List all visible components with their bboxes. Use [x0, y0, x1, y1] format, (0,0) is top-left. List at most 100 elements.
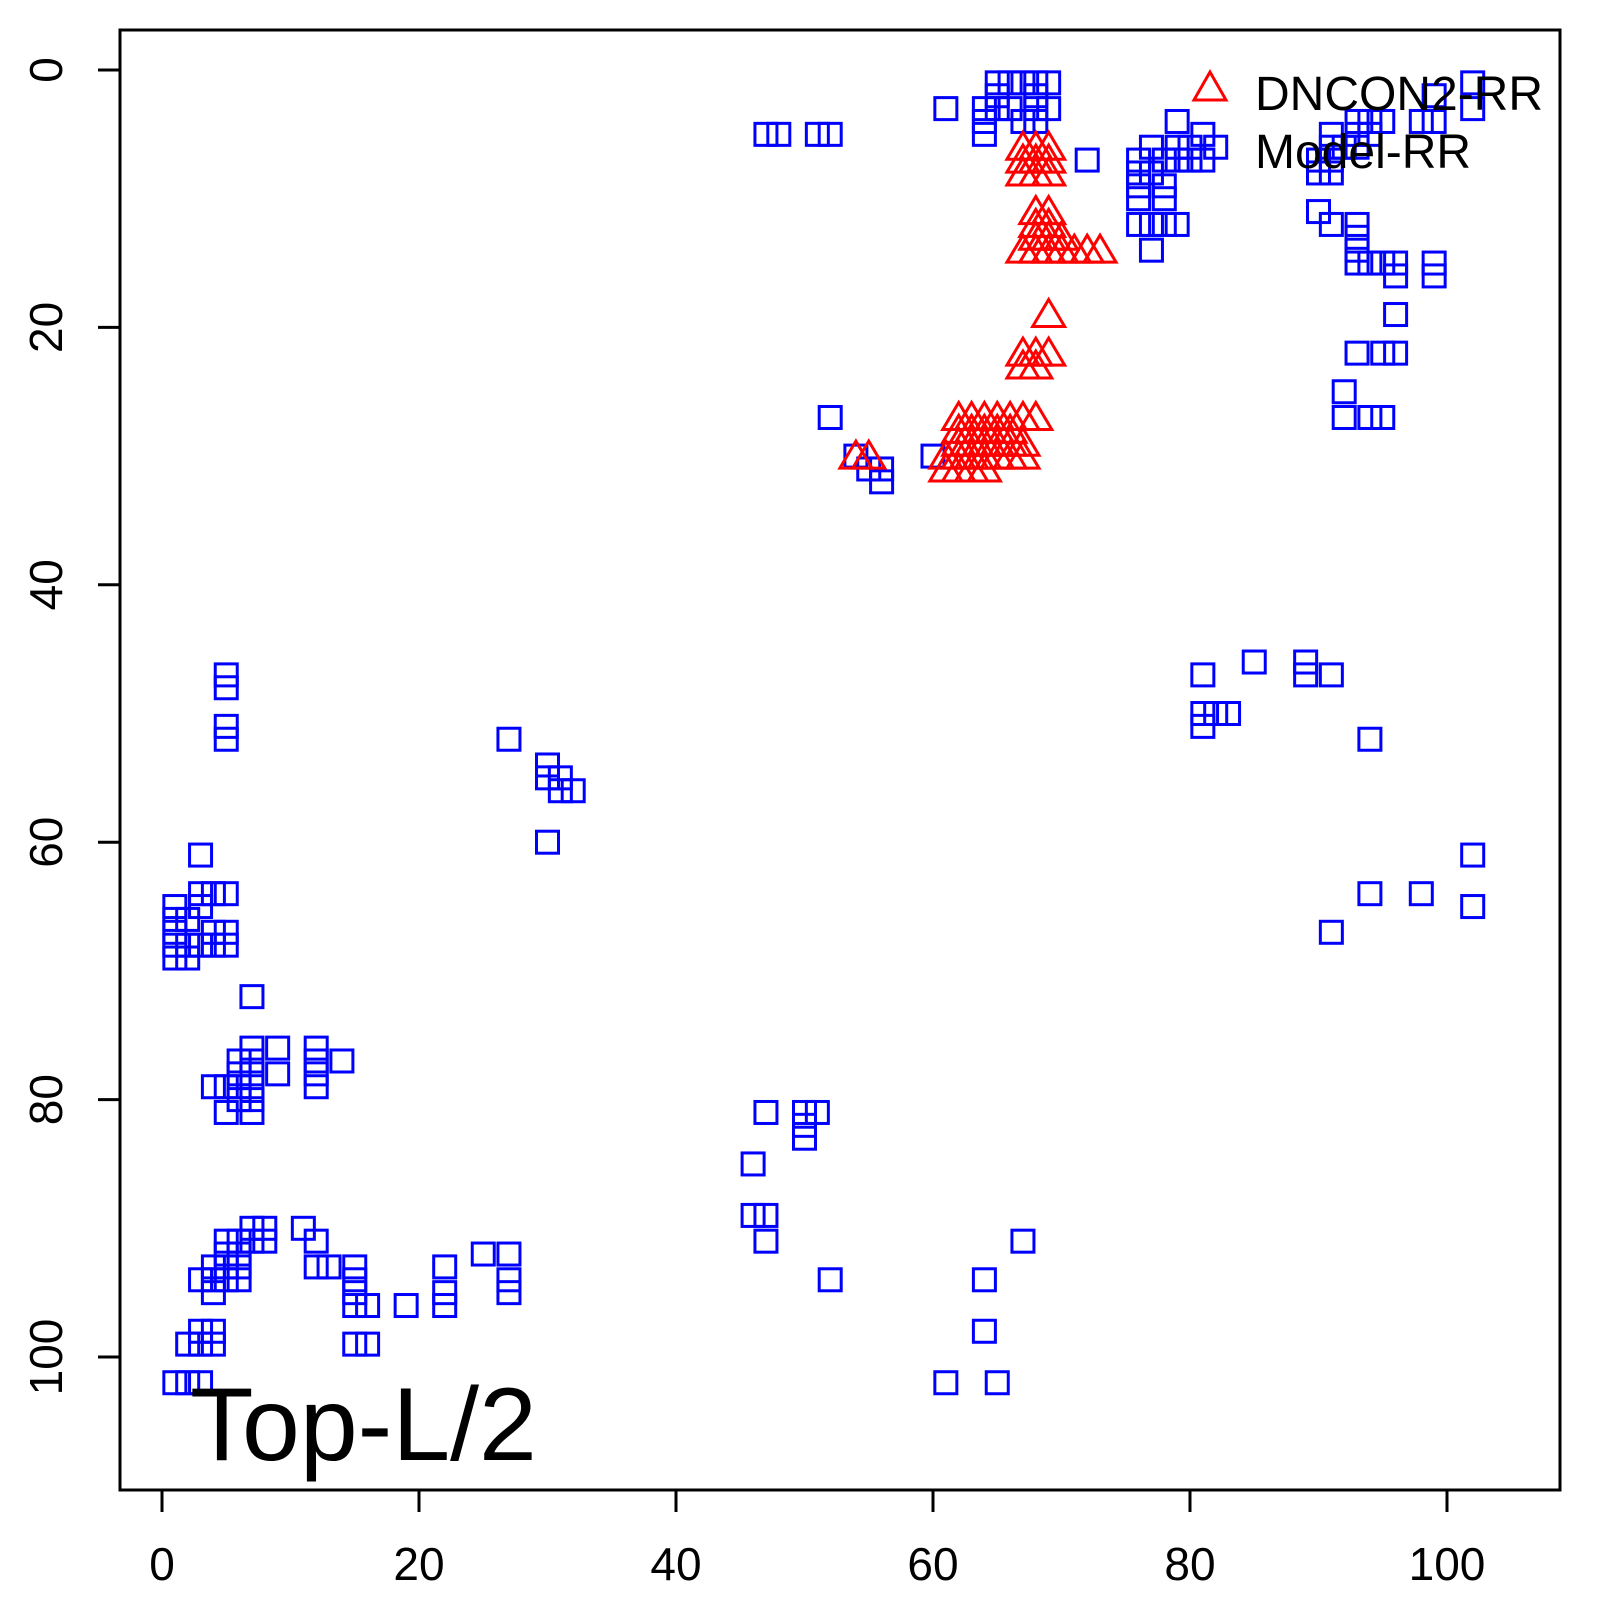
model-rr-point: [226, 1267, 252, 1293]
model-rr-point: [213, 932, 239, 958]
model-rr-point: [1126, 173, 1152, 199]
model-rr-point: [1318, 147, 1344, 173]
model-rr-point: [1357, 250, 1383, 276]
x-tick-label: 40: [650, 1538, 701, 1590]
model-rr-point: [1331, 134, 1357, 160]
model-rr-point: [290, 1215, 316, 1241]
model-rr-point: [1023, 70, 1049, 96]
model-rr-point: [162, 932, 188, 958]
model-rr-point: [1203, 134, 1229, 160]
model-rr-point: [213, 1241, 239, 1267]
model-rr-point: [393, 1293, 419, 1319]
model-rr-point: [1421, 263, 1447, 289]
model-rr-point: [213, 1254, 239, 1280]
model-rr-point: [1408, 881, 1434, 907]
model-rr-point: [175, 932, 201, 958]
model-rr-point: [933, 96, 959, 122]
model-rr-point: [766, 121, 792, 147]
model-rr-point: [1344, 224, 1370, 250]
model-rr-point: [560, 778, 586, 804]
model-rr-point: [200, 1318, 226, 1344]
model-rr-point: [1344, 340, 1370, 366]
model-rr-point: [984, 70, 1010, 96]
model-rr-point: [200, 1254, 226, 1280]
model-rr-point: [1074, 147, 1100, 173]
model-rr-point: [342, 1254, 368, 1280]
x-tick-label: 60: [907, 1538, 958, 1590]
dncon2-rr-marks: [837, 129, 1119, 483]
model-rr-point: [971, 108, 997, 134]
model-rr-point: [1010, 108, 1036, 134]
y-tick-label: 40: [20, 559, 72, 610]
model-rr-point: [1010, 70, 1036, 96]
model-rr-point: [1138, 134, 1164, 160]
model-rr-point: [265, 1061, 291, 1087]
model-rr-point: [188, 932, 214, 958]
model-rr-point: [984, 1370, 1010, 1396]
model-rr-point: [239, 1215, 265, 1241]
model-rr-point: [1318, 662, 1344, 688]
model-rr-point: [1331, 404, 1357, 430]
model-rr-point: [1126, 160, 1152, 186]
model-rr-point: [200, 932, 226, 958]
model-rr-point: [200, 881, 226, 907]
model-rr-point: [1126, 186, 1152, 212]
model-rr-point: [175, 1370, 201, 1396]
model-rr-point: [1293, 649, 1319, 675]
model-rr-point: [984, 96, 1010, 122]
model-rr-point: [496, 1267, 522, 1293]
model-rr-point: [213, 675, 239, 701]
model-rr-point: [432, 1254, 458, 1280]
dncon2-rr-point: [1030, 335, 1068, 367]
model-rr-point: [1357, 881, 1383, 907]
model-rr-point: [817, 121, 843, 147]
model-rr-point: [226, 1061, 252, 1087]
model-rr-point: [200, 919, 226, 945]
model-rr-point: [984, 83, 1010, 109]
model-rr-point: [1421, 83, 1447, 109]
model-rr-point: [200, 1074, 226, 1100]
model-rr-point: [213, 1099, 239, 1125]
model-rr-point: [1344, 250, 1370, 276]
model-rr-point: [1126, 211, 1152, 237]
model-rr-point: [1383, 302, 1409, 328]
model-rr-point: [1357, 726, 1383, 752]
dncon2-rr-point: [1030, 142, 1068, 174]
dncon2-rr-point: [1017, 399, 1055, 431]
model-rr-point: [1151, 173, 1177, 199]
model-rr-point: [213, 713, 239, 739]
model-rr-point: [971, 96, 997, 122]
model-rr-point: [740, 1202, 766, 1228]
model-rr-point: [1306, 199, 1331, 225]
model-rr-point: [226, 1074, 252, 1100]
model-rr-point: [162, 1370, 188, 1396]
model-rr-point: [1151, 147, 1177, 173]
model-rr-point: [1306, 160, 1331, 186]
model-rr-point: [1357, 404, 1383, 430]
model-rr-marks: [162, 70, 1486, 1396]
model-rr-point: [1421, 108, 1447, 134]
model-rr-point: [740, 1151, 766, 1177]
model-rr-point: [1344, 237, 1370, 263]
model-rr-point: [329, 1048, 355, 1074]
model-rr-point: [1190, 713, 1216, 739]
model-rr-point: [303, 1254, 329, 1280]
y-tick-label: 100: [20, 1319, 72, 1396]
model-rr-point: [239, 1087, 265, 1113]
model-rr-point: [535, 829, 560, 855]
x-tick-label: 0: [149, 1538, 175, 1590]
model-rr-point: [1241, 649, 1267, 675]
model-rr-point: [188, 1318, 214, 1344]
model-rr-point: [239, 984, 265, 1010]
model-rr-point: [1383, 250, 1409, 276]
model-rr-point: [547, 765, 573, 791]
model-rr-point: [1460, 96, 1486, 122]
model-rr-point: [792, 1125, 817, 1151]
model-rr-point: [213, 1074, 239, 1100]
model-rr-point: [1344, 108, 1370, 134]
dncon2-rr-point: [965, 451, 1004, 483]
model-rr-point: [1177, 134, 1203, 160]
model-rr-point: [239, 1099, 265, 1125]
model-rr-point: [971, 1318, 997, 1344]
model-rr-point: [1370, 340, 1396, 366]
